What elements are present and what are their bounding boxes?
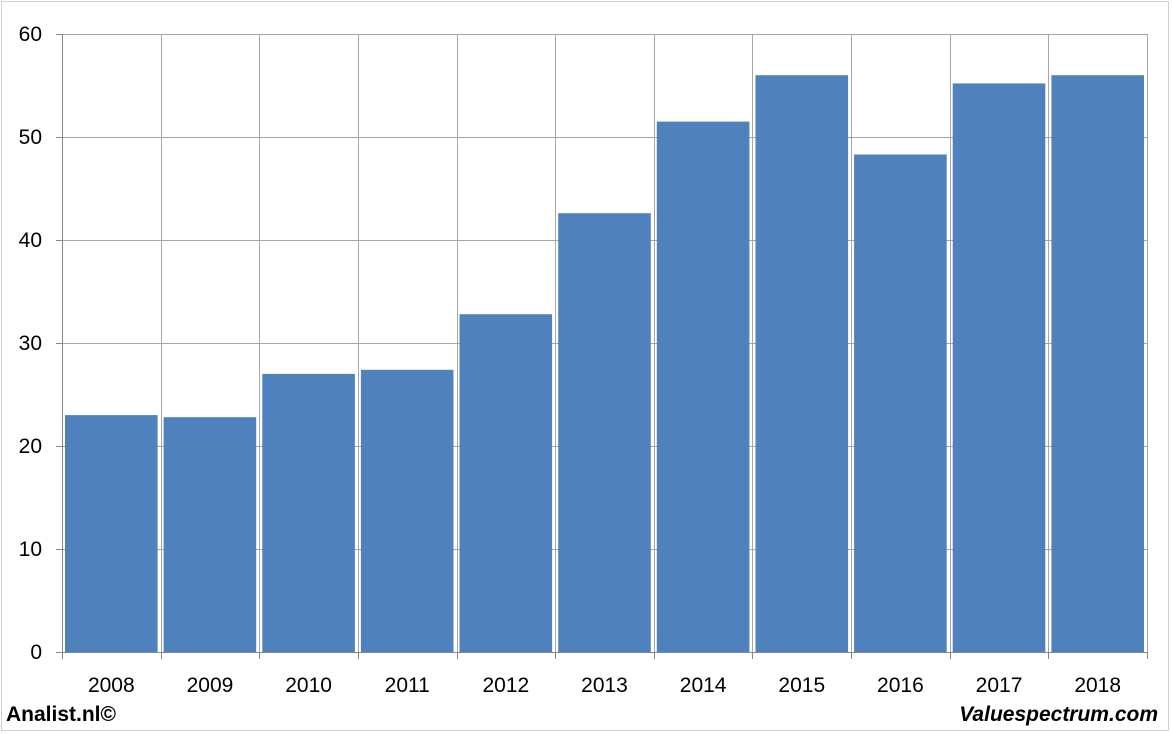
bar-2009 [163, 417, 257, 652]
x-tick-label: 2009 [187, 674, 234, 697]
x-tick-label: 2012 [483, 674, 530, 697]
bar-2017 [952, 83, 1046, 652]
y-tick-label: 60 [19, 23, 42, 46]
x-tick-label: 2015 [778, 674, 825, 697]
bar-2008 [65, 415, 158, 652]
axes [56, 34, 1148, 659]
bar-2012 [459, 314, 553, 652]
bar-2018 [1051, 75, 1144, 652]
bar-2015 [755, 75, 849, 652]
bar-2010 [262, 373, 355, 652]
x-tick-label: 2011 [385, 674, 430, 697]
x-tick-label: 2017 [976, 674, 1023, 697]
bar-2014 [656, 121, 750, 653]
x-tick-label: 2016 [877, 674, 924, 697]
bar-2013 [558, 213, 651, 652]
bar-2016 [854, 154, 947, 652]
y-tick-label: 20 [19, 435, 42, 458]
y-tick-label: 40 [19, 229, 42, 252]
x-tick-label: 2010 [285, 674, 332, 697]
footer-left-credit: Analist.nl© [6, 703, 116, 726]
x-tick-label: 2014 [680, 674, 727, 697]
y-tick-labels: 0 10 20 30 40 50 60 [19, 23, 42, 664]
y-tick-label: 30 [19, 332, 42, 355]
y-tick-label: 10 [19, 538, 42, 561]
x-tick-label: 2013 [581, 674, 628, 697]
y-tick-label: 50 [19, 126, 42, 149]
x-tick-labels: 2008 2009 2010 2011 2012 2013 2014 2015 2016 2017… [88, 674, 1121, 697]
footer-right-credit: Valuespectrum.com [959, 703, 1158, 726]
x-tick-label: 2018 [1074, 674, 1121, 697]
x-tick-label: 2008 [88, 674, 135, 697]
bars [65, 75, 1144, 653]
bar-2011 [360, 369, 454, 652]
y-tick-label: 0 [30, 641, 42, 664]
